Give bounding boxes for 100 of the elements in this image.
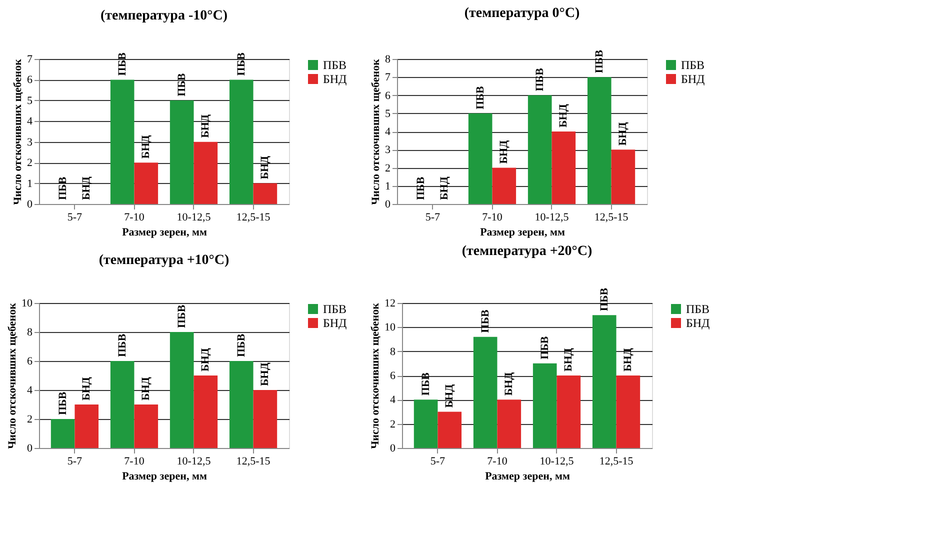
bar (134, 162, 158, 204)
bar (170, 100, 194, 204)
y-tick-label: 10 (22, 298, 33, 310)
bar (468, 113, 492, 204)
legend-label: ПБВ (323, 302, 347, 316)
bar (473, 336, 498, 448)
y-tick-label: 2 (27, 414, 32, 426)
chart-title: (температура +10°C) (98, 253, 230, 268)
y-tick-label: 6 (385, 90, 391, 102)
chart-title: (температура 0°C) (464, 6, 580, 21)
y-tick-label: 0 (385, 198, 391, 210)
text: БНД (622, 348, 634, 372)
bar (587, 77, 612, 204)
y-tick-label: 0 (27, 442, 33, 454)
x-tick-label: 7-10 (124, 456, 145, 468)
bar (556, 376, 581, 448)
x-axis-title: Размер зерен, мм (485, 470, 570, 482)
text: ПБВ (235, 334, 248, 357)
x-tick-label: 12,5-15 (594, 212, 629, 224)
x-tick-label: 5-7 (430, 456, 446, 468)
y-tick-label: 5 (27, 94, 33, 107)
bar (552, 132, 576, 204)
y-tick-label: 6 (390, 370, 396, 382)
x-tick-label: 10-12,5 (176, 456, 212, 468)
y-tick-label: 1 (27, 178, 32, 190)
bar (229, 80, 254, 204)
legend-label: БНД (323, 72, 347, 86)
text: ПБВ (474, 86, 486, 110)
x-tick-label: 10-12,5 (534, 212, 570, 224)
legend-label: БНД (681, 72, 705, 86)
y-tick-label: 2 (27, 157, 32, 170)
y-tick-label: 8 (385, 54, 391, 66)
chart-title: (температура +20°C) (462, 244, 592, 259)
chart-title: (температура -10°C) (100, 8, 228, 24)
y-axis-title: Число отскочивших щебенок (370, 302, 382, 449)
bar (229, 361, 254, 448)
bar (50, 419, 75, 448)
x-tick-label: 5-7 (425, 212, 441, 224)
y-tick-label: 8 (27, 326, 33, 338)
bar (74, 404, 99, 448)
text: БНД (503, 372, 516, 396)
text: БНД (200, 348, 212, 372)
y-tick-label: 4 (27, 384, 33, 396)
text: БНД (140, 135, 152, 159)
bar (528, 95, 552, 204)
y-tick-label: 3 (385, 144, 391, 156)
legend-label: БНД (686, 316, 710, 330)
x-tick-label: 12,5-15 (236, 456, 271, 468)
y-axis-title: Число отскочивших щебенок (370, 58, 382, 205)
text: БНД (562, 348, 575, 372)
text: ПБВ (420, 372, 432, 396)
bar (611, 150, 636, 204)
text: БНД (444, 384, 456, 408)
x-tick-label: 5-7 (67, 212, 83, 224)
y-tick-label: 2 (390, 418, 396, 430)
x-tick-label: 7-10 (482, 212, 503, 224)
bar (438, 412, 462, 448)
text: ПБВ (414, 176, 427, 200)
y-tick-label: 12 (384, 298, 396, 310)
bar (134, 404, 158, 448)
x-tick-label: 5-7 (67, 456, 83, 468)
x-axis-title: Размер зерен, мм (122, 226, 208, 238)
x-tick-label: 12,5-15 (236, 212, 271, 224)
bar (592, 315, 616, 448)
text: ПБВ (176, 304, 188, 328)
y-tick-label: 10 (384, 322, 396, 334)
text: БНД (558, 104, 570, 128)
bar (253, 390, 278, 448)
y-tick-label: 1 (385, 180, 390, 192)
y-tick-label: 2 (385, 162, 390, 174)
x-tick-label: 10-12,5 (176, 212, 212, 224)
bar (492, 168, 516, 204)
y-tick-label: 7 (27, 54, 33, 66)
legend-label: ПБВ (323, 58, 347, 72)
x-tick-label: 7-10 (124, 212, 145, 224)
y-tick-label: 0 (390, 442, 396, 454)
legend-label: ПБВ (686, 302, 710, 316)
y-tick-label: 0 (27, 198, 33, 210)
text: ПБВ (116, 334, 128, 357)
text: ПБВ (176, 73, 188, 96)
y-tick-label: 6 (27, 356, 33, 368)
bar (414, 400, 438, 448)
x-axis-title: Размер зерен, мм (122, 470, 208, 482)
text: ПБВ (56, 392, 69, 415)
bar (194, 376, 218, 448)
text: ПБВ (598, 288, 610, 312)
y-tick-label: 4 (385, 126, 391, 138)
legend-label: БНД (323, 316, 347, 330)
x-tick-label: 7-10 (487, 456, 508, 468)
y-tick-label: 5 (385, 108, 391, 120)
y-tick-label: 4 (390, 394, 396, 406)
text: БНД (80, 176, 93, 200)
text: ПБВ (235, 52, 248, 76)
text: ПБВ (479, 310, 492, 333)
x-tick-label: 10-12,5 (540, 456, 574, 468)
text: ПБВ (56, 176, 69, 200)
bar (110, 361, 134, 448)
bar (170, 332, 194, 448)
y-tick-label: 6 (27, 74, 33, 86)
text: БНД (438, 176, 451, 200)
